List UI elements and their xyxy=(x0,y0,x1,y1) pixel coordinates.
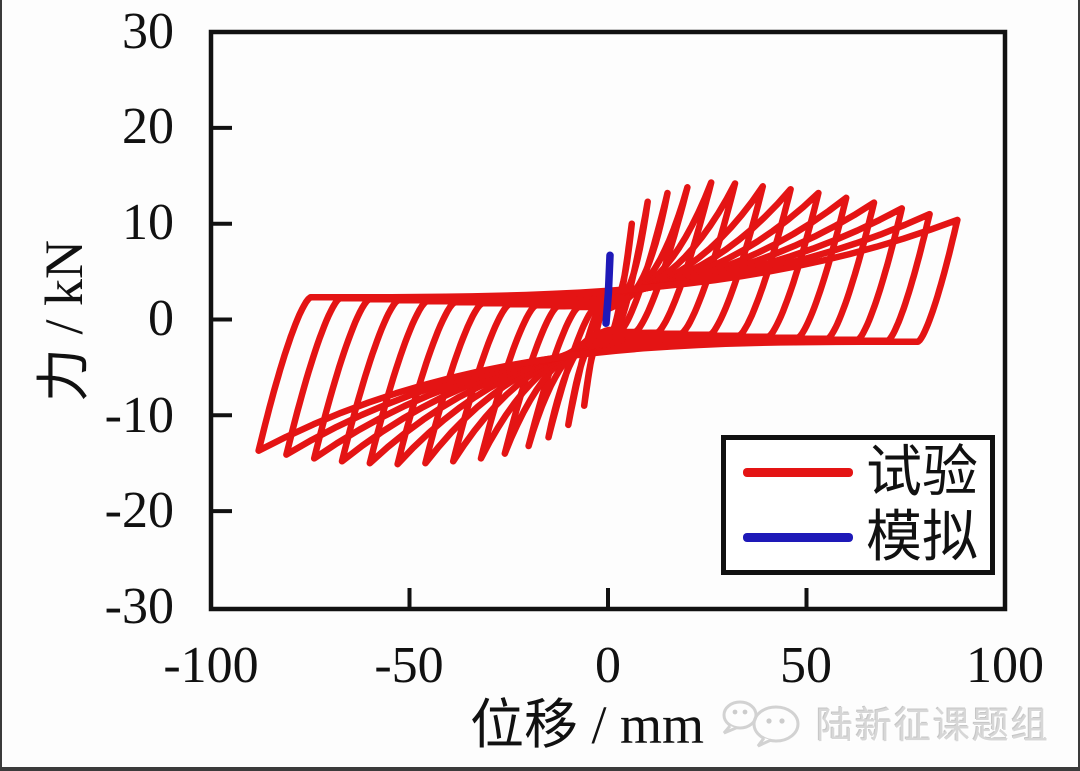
simulation-curve xyxy=(602,251,614,328)
x-tick-label-neg50: -50 xyxy=(374,637,444,694)
x-tick-label-0: 0 xyxy=(595,637,621,694)
watermark-text: 陆新征课题组 xyxy=(816,706,1050,747)
x-tick-label-100: 100 xyxy=(966,637,1044,694)
simulation-line-sample xyxy=(743,533,853,542)
y-axis-title: 力 / kN xyxy=(34,240,94,402)
legend-label-simulation: 模拟 xyxy=(866,506,978,569)
y-tick-label-20: 20 xyxy=(122,98,174,155)
x-tick-label-neg100: -100 xyxy=(163,637,259,694)
plot-frame xyxy=(208,29,1008,612)
x-tick-label-50: 50 xyxy=(780,637,832,694)
legend-item-simulation: 模拟 xyxy=(726,505,990,570)
experiment-line-sample xyxy=(743,468,853,477)
legend-label-experiment: 试验 xyxy=(866,441,978,504)
wechat-icon xyxy=(722,700,800,748)
y-tick-label-10: 10 xyxy=(122,194,174,251)
legend-item-experiment: 试验 xyxy=(726,440,990,505)
y-tick-label-30: 30 xyxy=(122,3,174,60)
legend-box: 试验 模拟 xyxy=(721,435,995,575)
y-tick-label-neg30: -30 xyxy=(104,578,174,635)
watermark: 陆新征课题组 xyxy=(716,693,1050,751)
y-tick-label-neg20: -20 xyxy=(104,482,174,539)
experiment-curve xyxy=(255,216,961,454)
x-axis-title: 位移 / mm xyxy=(469,695,704,755)
y-tick-label-0: 0 xyxy=(148,290,174,347)
y-tick-label-neg10: -10 xyxy=(104,387,174,444)
